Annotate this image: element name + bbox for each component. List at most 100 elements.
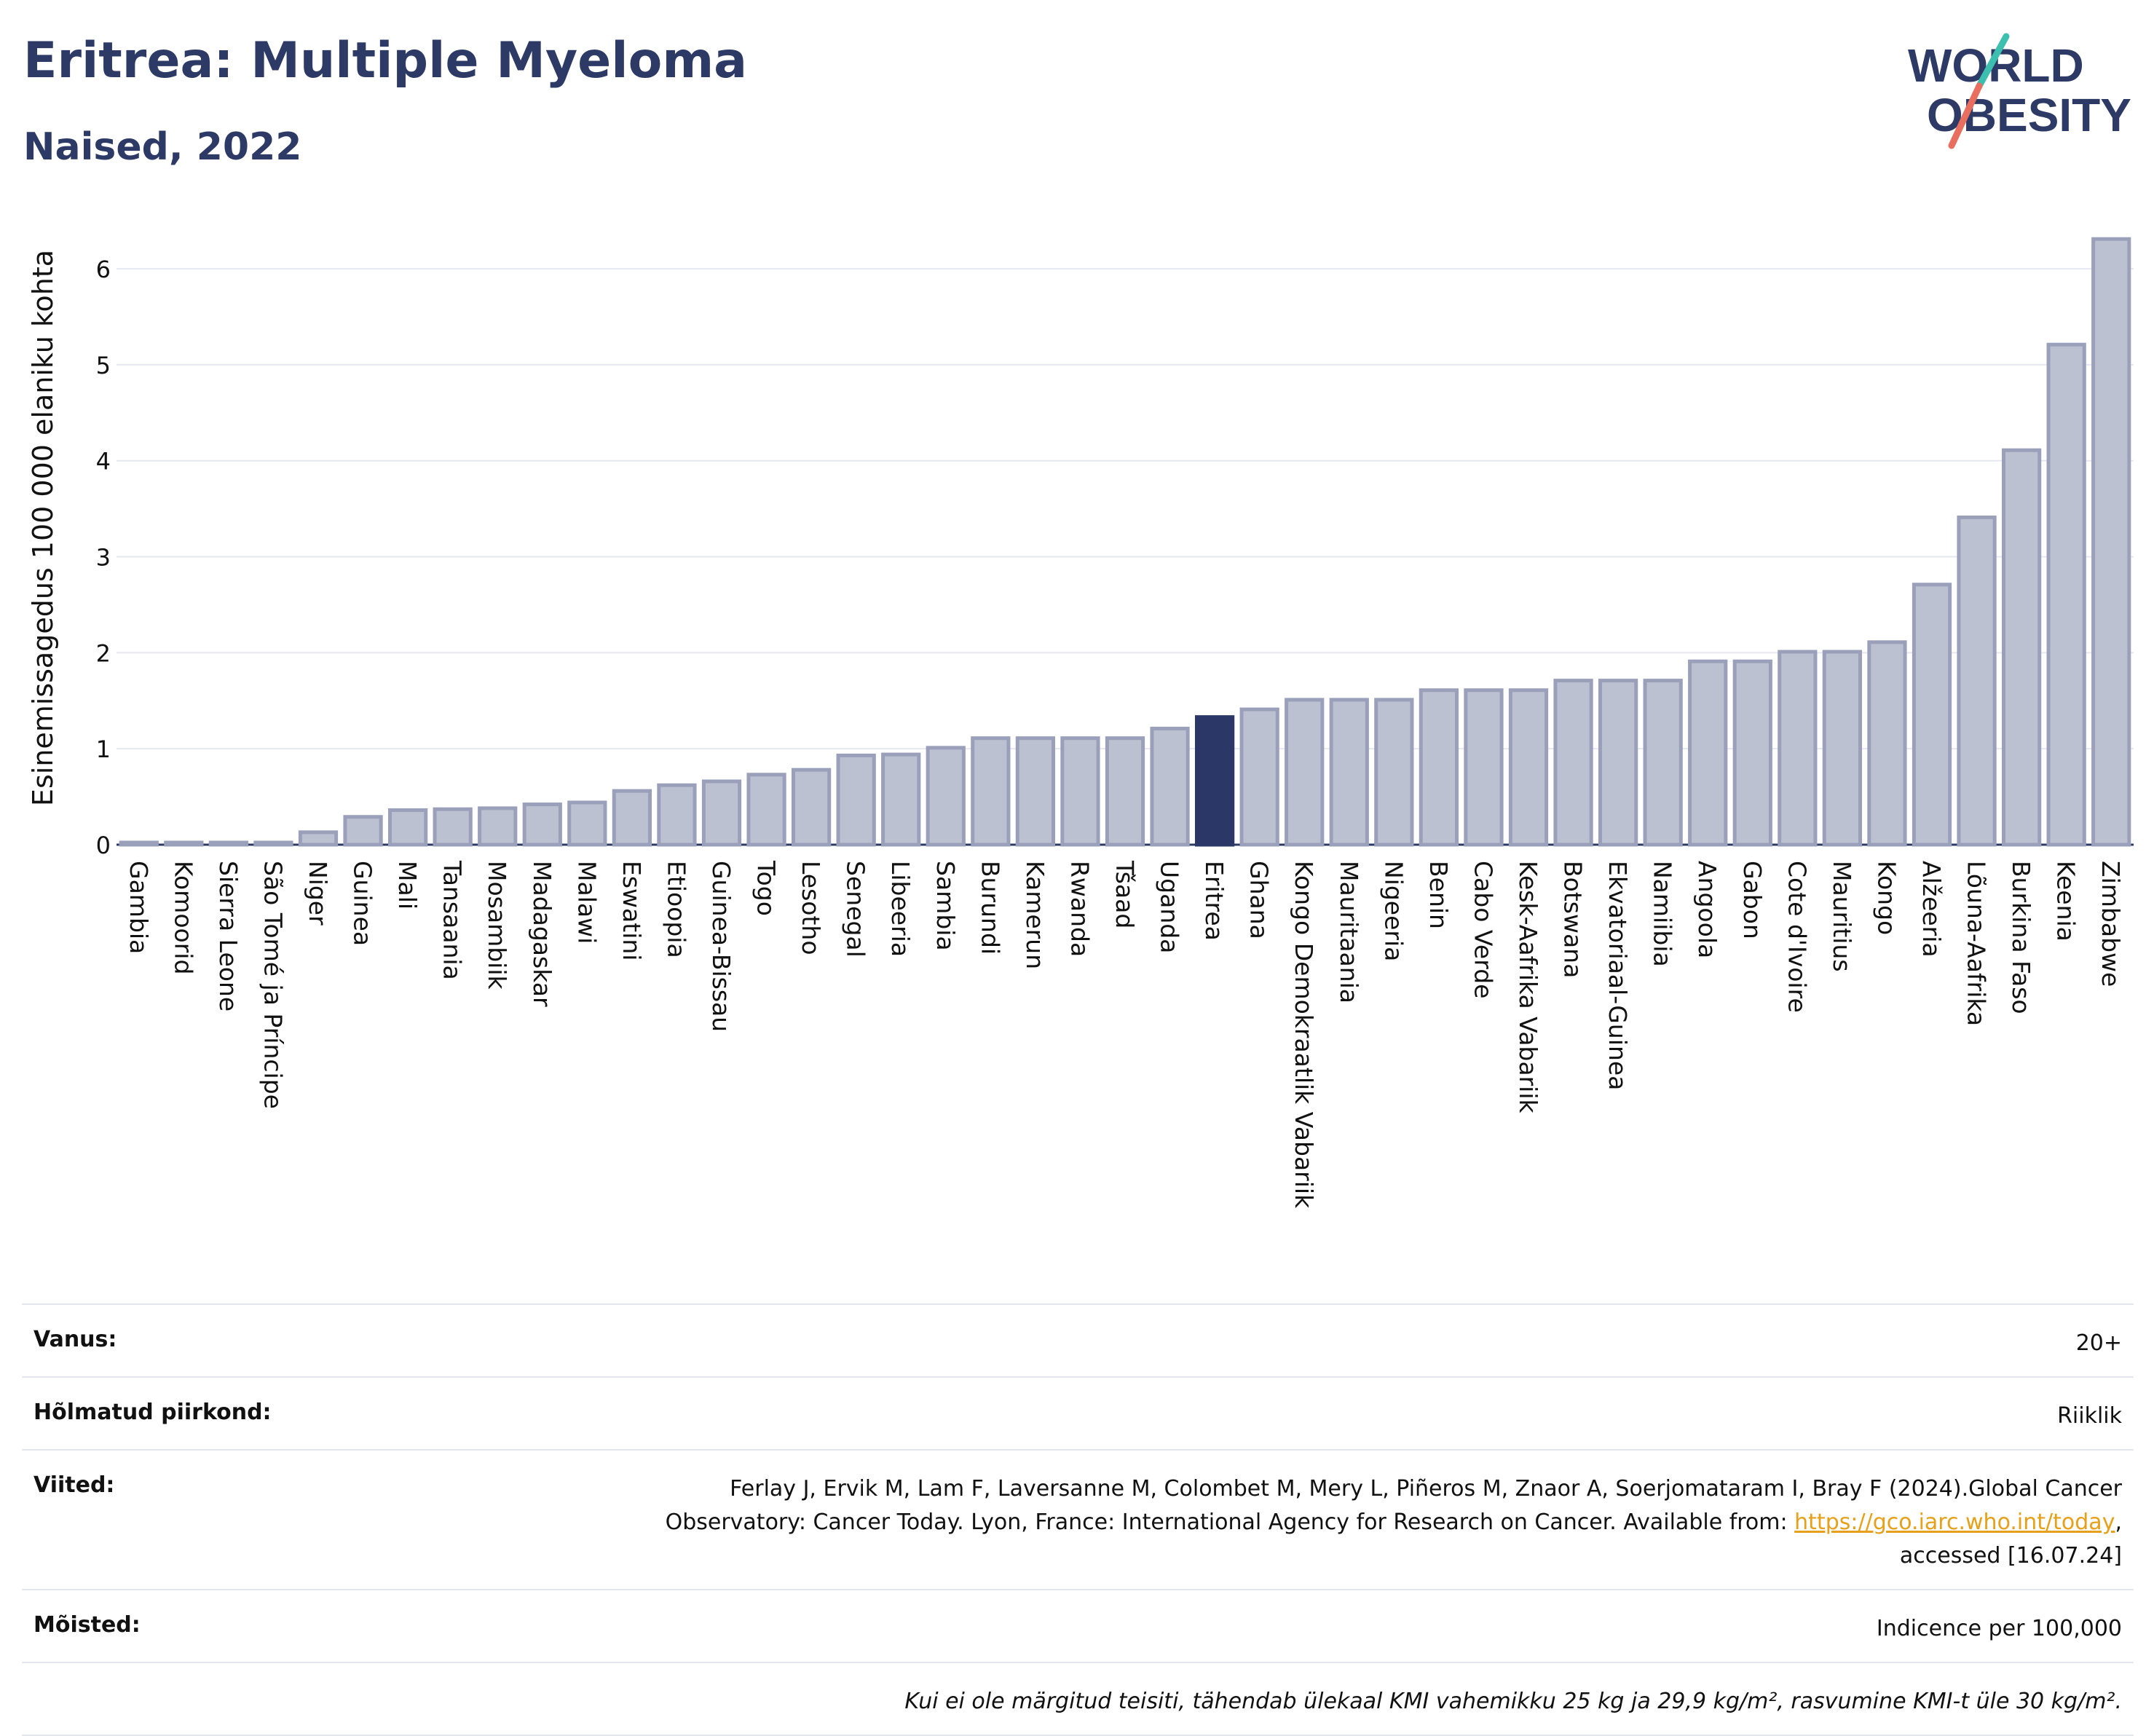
bar [1285,698,1325,847]
x-tick-label: Gambia [125,861,153,954]
x-tick-label: Uganda [1156,861,1184,953]
x-tick-label: Tansaania [438,860,467,980]
x-tick-label: Guinea [349,861,377,946]
world-obesity-logo: WORLD OBESITY [1908,33,2131,149]
x-tick-label: Sambia [931,861,960,951]
references-text-1: Ferlay J, Ervik M, Lam F, Laversanne M, … [665,1476,2122,1535]
x-tick-label: Malawi [572,861,601,944]
definitions-label: Mõisted: [33,1612,141,1638]
bars [119,237,2131,847]
bar [1957,516,1997,847]
info-row-region: Hõlmatud piirkond: Riiklik [22,1376,2134,1449]
bar [1508,688,1549,847]
bar [1464,688,1504,847]
bar [522,802,562,847]
x-tick-label: Tšaad [1110,860,1139,928]
x-tick-label: Ghana [1245,861,1274,939]
region-label: Hõlmatud piirkond: [33,1400,272,1425]
x-tick-label: Senegal [842,861,870,958]
y-tick-label: 0 [96,832,111,859]
bar [971,736,1011,847]
x-tick-label: Burundi [976,861,1004,955]
bar [1867,640,1907,847]
bar [1778,650,1818,847]
x-tick-label: Guinea-Bissau [707,861,735,1032]
bar [208,840,249,847]
bar [1105,736,1145,847]
bar-highlighted [1194,715,1235,847]
bar [1060,736,1100,847]
references-label: Viited: [33,1472,115,1498]
x-tick-label: Kamerun [1021,861,1049,969]
x-tick-label: Rwanda [1065,861,1094,957]
x-tick-label: Mosambiik [483,861,511,990]
x-tick-label: Keenia [2052,861,2080,942]
logo-line1: WORLD [1908,39,2084,92]
bar [2091,237,2131,847]
page-title: Eritrea: Multiple Myeloma [23,32,748,90]
bar [387,808,428,847]
y-tick-label: 1 [96,735,111,763]
x-tick-label: Angoola [1693,861,1721,958]
references-text-2: , accessed [16.07.24] [1899,1510,2122,1569]
footnote: Kui ei ole märgitud teisiti, tähendab ül… [904,1689,2122,1714]
bar [1688,659,1728,847]
x-tick-label: Eritrea [1200,861,1228,941]
info-row-note: Kui ei ole märgitud teisiti, tähendab ül… [22,1662,2134,1736]
x-tick-label: Kongo Demokraatlik Vabariik [1290,861,1318,1209]
bar-chart: 0 1 2 3 4 5 6 Gambia Komoorid Sierra Leone São To… [27,237,2134,1209]
bar [1374,698,1414,847]
x-tick-labels: Gambia Komoorid Sierra Leone São Tomé ja Pr… [125,860,2125,1209]
bar [1419,688,1459,847]
bar [701,779,742,847]
y-tick-label: 4 [96,448,111,476]
y-tick-label: 3 [96,544,111,572]
bar [612,789,652,847]
x-tick-label: Niger [304,861,332,926]
info-row-references: Viited: Ferlay J, Ervik M, Lam F, Lavers… [22,1449,2134,1589]
x-tick-label: Komoorid [169,861,197,974]
y-tick-labels: 0 1 2 3 4 5 6 [96,256,111,859]
region-value: Riiklik [2057,1403,2122,1429]
y-tick-label: 6 [96,256,111,283]
x-tick-label: Namiibia [1649,861,1677,967]
bar [478,806,518,847]
x-tick-label: Alžeeria [1917,861,1946,958]
bar [1643,679,1683,847]
definitions-value: Indicence per 100,000 [1876,1616,2122,1641]
x-tick-label: Burkina Faso [2007,861,2035,1014]
x-tick-label: Sierra Leone [214,861,242,1011]
logo-slash-teal [1976,33,2010,90]
page-subtitle: Naised, 2022 [23,125,302,169]
x-tick-label: Mauritaania [1335,861,1363,1003]
bar [746,773,786,847]
x-tick-label: Madagaskar [528,861,556,1007]
bar [791,768,832,847]
x-tick-label: Libeeria [886,861,915,957]
x-tick-label: Etioopia [662,861,690,958]
y-axis-label: Esinemissagedus 100 000 elaniku kohta [27,250,59,806]
bar [1150,727,1190,847]
bar [2046,342,2086,847]
x-tick-label: Nigeeria [1379,861,1408,961]
info-table: Vanus: 20+ Hõlmatud piirkond: Riiklik Vi… [22,1303,2134,1736]
bar [119,840,159,847]
bar [926,746,966,847]
x-tick-label: Lõuna-Aafrika [1962,861,1991,1026]
x-tick-label: Ekvatoriaal-Guinea [1603,861,1632,1090]
bar [2001,448,2042,847]
bar [343,815,383,847]
bar [253,840,293,847]
x-tick-label: Togo [752,860,781,916]
bar [1553,679,1593,847]
bar [567,800,607,847]
x-tick-label: Mali [393,861,422,910]
x-tick-label: Benin [1424,861,1453,929]
age-label: Vanus: [33,1327,117,1352]
bar [1822,650,1863,847]
x-tick-label: São Tomé ja Príncipe [259,861,287,1109]
bar [1912,583,1952,847]
x-tick-label: Mauritius [1828,861,1856,972]
x-tick-label: Kesk-Aafrika Vabariik [1514,861,1542,1113]
references-link[interactable]: https://gco.iarc.who.int/today [1794,1510,2115,1535]
